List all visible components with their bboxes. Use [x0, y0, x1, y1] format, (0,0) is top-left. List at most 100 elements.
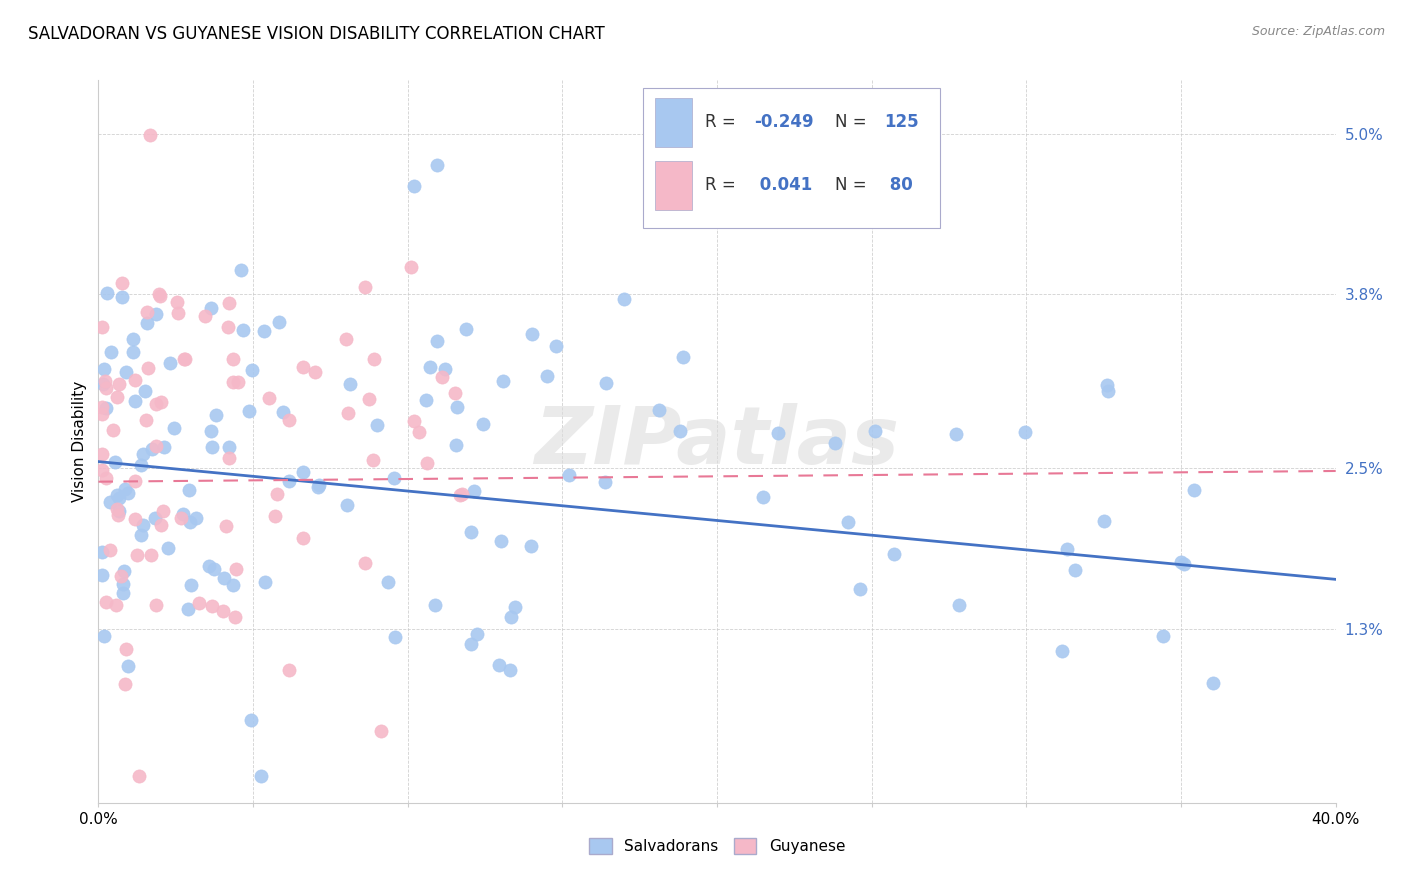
Point — [98, 495, 121, 509]
Point — [108, 504, 131, 518]
Point — [240, 363, 263, 377]
Point — [837, 515, 859, 529]
Text: ZIPatlas: ZIPatlas — [534, 402, 900, 481]
Point — [108, 376, 131, 391]
Point — [105, 501, 128, 516]
Point — [339, 376, 361, 391]
Point — [204, 408, 226, 422]
Point — [94, 381, 117, 395]
Text: 80: 80 — [884, 176, 912, 194]
Point — [434, 362, 457, 376]
FancyBboxPatch shape — [655, 98, 692, 147]
Point — [416, 456, 439, 470]
Text: N =: N = — [835, 113, 872, 131]
Text: 125: 125 — [884, 113, 918, 131]
Point — [277, 474, 299, 488]
Point — [145, 598, 167, 612]
Point — [96, 286, 118, 301]
Point — [402, 178, 425, 193]
Point — [335, 333, 357, 347]
Point — [110, 290, 132, 304]
Point — [308, 478, 330, 492]
Point — [90, 545, 112, 559]
Point — [111, 277, 134, 291]
Point — [595, 376, 617, 390]
Point — [460, 525, 482, 540]
Point — [145, 307, 167, 321]
Point — [159, 356, 181, 370]
Point — [172, 507, 194, 521]
Text: -0.249: -0.249 — [754, 113, 814, 131]
Point — [1182, 483, 1205, 497]
Point — [177, 601, 200, 615]
Point — [124, 511, 146, 525]
Point — [426, 334, 449, 348]
Point — [426, 157, 449, 171]
Point — [238, 404, 260, 418]
Point — [201, 599, 224, 613]
Point — [1092, 514, 1115, 528]
Point — [112, 564, 135, 578]
Point — [215, 518, 238, 533]
Point — [336, 406, 359, 420]
Point — [112, 586, 135, 600]
Point — [139, 548, 162, 562]
Text: R =: R = — [704, 176, 741, 194]
Point — [149, 288, 172, 302]
Point — [948, 599, 970, 613]
Point — [253, 574, 276, 589]
Point — [90, 407, 112, 421]
Point — [613, 293, 636, 307]
Point — [359, 392, 381, 406]
Point — [93, 362, 115, 376]
Point — [112, 576, 135, 591]
Point — [90, 447, 112, 461]
Point — [101, 423, 124, 437]
Point — [143, 510, 166, 524]
Point — [278, 413, 301, 427]
Legend: Salvadorans, Guyanese: Salvadorans, Guyanese — [583, 832, 851, 860]
Point — [153, 440, 176, 454]
FancyBboxPatch shape — [643, 87, 939, 228]
Point — [489, 534, 512, 549]
Point — [465, 626, 488, 640]
Point — [278, 663, 301, 677]
Point — [91, 376, 114, 391]
Point — [382, 471, 405, 485]
Point — [1050, 644, 1073, 658]
Point — [96, 595, 118, 609]
Point — [1170, 555, 1192, 569]
Point — [824, 435, 846, 450]
Point — [173, 351, 195, 366]
Point — [224, 610, 246, 624]
Point — [499, 663, 522, 677]
Point — [128, 769, 150, 783]
Point — [129, 528, 152, 542]
Point — [505, 600, 527, 615]
Point — [100, 344, 122, 359]
Point — [883, 547, 905, 561]
Point — [271, 405, 294, 419]
Point — [423, 598, 446, 612]
Point — [291, 531, 314, 545]
Point — [226, 375, 249, 389]
Point — [157, 541, 180, 555]
Point — [90, 319, 112, 334]
Point — [132, 518, 155, 533]
Point — [218, 451, 240, 466]
Point — [419, 360, 441, 375]
Point — [103, 455, 125, 469]
Point — [257, 392, 280, 406]
Point — [488, 657, 510, 672]
Point — [450, 487, 472, 501]
Point — [115, 365, 138, 379]
Point — [145, 439, 167, 453]
Point — [1014, 425, 1036, 439]
Point — [408, 425, 430, 440]
Point — [460, 636, 482, 650]
Point — [291, 360, 314, 375]
Point — [229, 262, 252, 277]
Point — [108, 491, 131, 506]
Point — [105, 390, 128, 404]
Point — [93, 629, 115, 643]
